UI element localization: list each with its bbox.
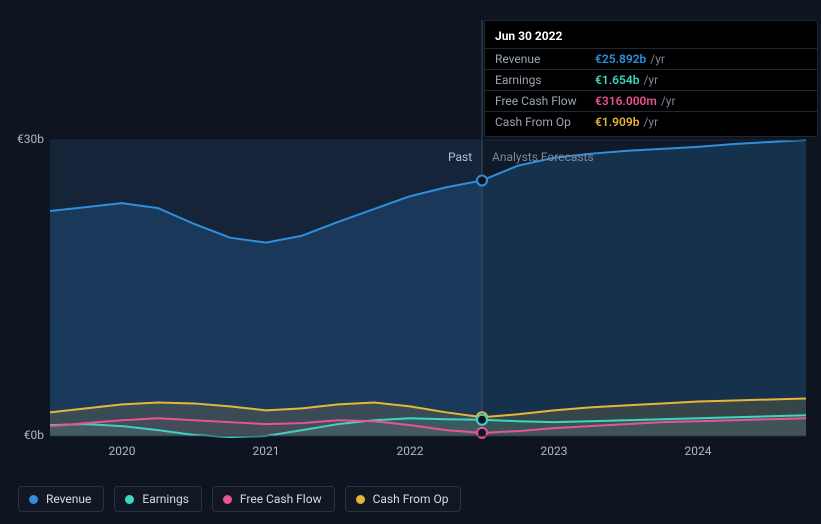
tooltip-row: Earnings€1.654b/yr bbox=[485, 69, 817, 90]
tooltip-row-value: €1.654b bbox=[595, 73, 639, 87]
financials-chart: €0b €30b 2020 2021 2022 2023 2024 Past Analys… bbox=[0, 0, 821, 524]
tooltip-row-unit: /yr bbox=[650, 52, 665, 66]
chart-tooltip: Jun 30 2022 Revenue€25.892b/yrEarnings€1… bbox=[484, 20, 818, 137]
legend-label: Earnings bbox=[142, 492, 189, 506]
x-tick-label: 2023 bbox=[541, 444, 568, 458]
tooltip-row-unit: /yr bbox=[661, 94, 676, 108]
tooltip-row-unit: /yr bbox=[643, 73, 658, 87]
tooltip-row: Free Cash Flow€316.000m/yr bbox=[485, 90, 817, 111]
tooltip-row-unit: /yr bbox=[643, 115, 658, 129]
tooltip-row-label: Free Cash Flow bbox=[495, 94, 595, 108]
legend: Revenue Earnings Free Cash Flow Cash From O… bbox=[18, 486, 461, 512]
legend-item-free-cash-flow[interactable]: Free Cash Flow bbox=[212, 486, 335, 512]
y-tick-label: €30b bbox=[0, 132, 44, 146]
legend-label: Free Cash Flow bbox=[240, 492, 322, 506]
tooltip-row-value: €1.909b bbox=[595, 115, 639, 129]
tooltip-row-label: Earnings bbox=[495, 73, 595, 87]
legend-item-earnings[interactable]: Earnings bbox=[114, 486, 202, 512]
x-tick-label: 2021 bbox=[253, 444, 280, 458]
y-tick-label: €0b bbox=[0, 428, 44, 442]
tooltip-row-label: Revenue bbox=[495, 52, 595, 66]
tooltip-row-value: €316.000m bbox=[595, 94, 657, 108]
tooltip-row-value: €25.892b bbox=[595, 52, 646, 66]
legend-swatch bbox=[223, 495, 232, 504]
legend-label: Revenue bbox=[46, 492, 91, 506]
past-section-label: Past bbox=[448, 150, 472, 164]
legend-item-revenue[interactable]: Revenue bbox=[18, 486, 104, 512]
legend-swatch bbox=[29, 495, 38, 504]
tooltip-row: Revenue€25.892b/yr bbox=[485, 48, 817, 69]
x-tick-label: 2020 bbox=[109, 444, 136, 458]
legend-label: Cash From Op bbox=[373, 492, 449, 506]
x-tick-label: 2024 bbox=[685, 444, 712, 458]
legend-swatch bbox=[125, 495, 134, 504]
legend-swatch bbox=[356, 495, 365, 504]
hover-marker-earnings bbox=[477, 415, 487, 425]
tooltip-row-label: Cash From Op bbox=[495, 115, 595, 129]
forecast-section-label: Analysts Forecasts bbox=[492, 150, 594, 164]
tooltip-title: Jun 30 2022 bbox=[485, 27, 817, 48]
legend-item-cash-from-op[interactable]: Cash From Op bbox=[345, 486, 462, 512]
x-tick-label: 2022 bbox=[397, 444, 424, 458]
hover-marker-revenue bbox=[477, 175, 487, 185]
tooltip-row: Cash From Op€1.909b/yr bbox=[485, 111, 817, 132]
